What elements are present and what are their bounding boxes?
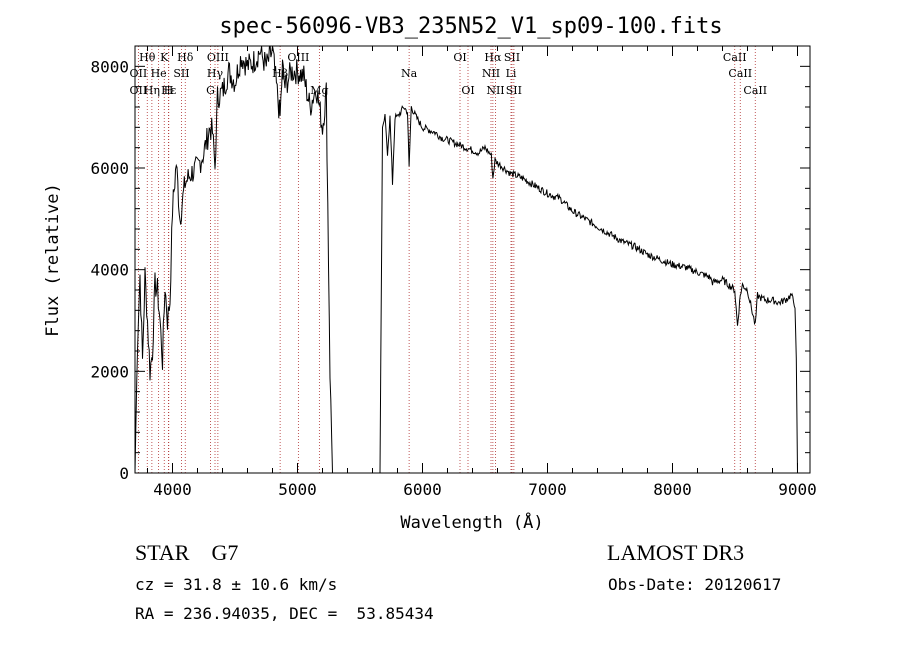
- x-tick-label: 9000: [778, 480, 817, 499]
- flux-series-line: [134, 45, 798, 474]
- observation-date: Obs-Date: 20120617: [608, 575, 782, 594]
- line-marker-label: OI: [461, 84, 474, 97]
- line-marker-label: NII: [486, 84, 504, 97]
- chart-title: spec-56096-VB3_235N52_V1_sp09-100.fits: [219, 14, 722, 39]
- line-marker-label: OIII: [287, 51, 309, 64]
- line-marker-label: OIII: [207, 51, 229, 64]
- x-tick-label: 4000: [153, 480, 192, 499]
- line-marker-label: Li: [506, 67, 517, 80]
- line-marker-label: SII: [506, 84, 522, 97]
- axis-ticks: 4000 5000 6000 7000 8000 9000 0 2000 4000 6000 800…: [90, 46, 817, 499]
- x-tick-label: 5000: [278, 480, 317, 499]
- line-marker-label: Hγ: [207, 67, 224, 80]
- line-marker-label: Hθ: [139, 51, 156, 64]
- line-marker-label: CaII: [723, 51, 747, 64]
- y-tick-label: 2000: [90, 362, 129, 381]
- y-tick-label: 8000: [90, 57, 129, 76]
- line-marker-label: CaII: [743, 84, 767, 97]
- line-marker-label: Hα: [484, 51, 502, 64]
- line-marker-label: Hδ: [177, 51, 194, 64]
- redshift-readout: cz = 31.8 ± 10.6 km/s: [135, 575, 338, 594]
- x-tick-label: 8000: [653, 480, 692, 499]
- line-marker-label: SII: [504, 51, 520, 64]
- x-axis-label: Wavelength (Å): [400, 511, 543, 533]
- y-axis-label: Flux (relative): [43, 183, 63, 337]
- y-tick-label: 6000: [90, 159, 129, 178]
- line-marker-label: Na: [401, 67, 418, 80]
- x-tick-label: 6000: [403, 480, 442, 499]
- line-marker-label: CaII: [728, 67, 752, 80]
- line-marker-label: He: [151, 67, 167, 80]
- x-tick-label: 7000: [528, 480, 567, 499]
- line-marker-label: SII: [173, 67, 189, 80]
- line-marker-label: Hε: [161, 84, 177, 97]
- sky-coordinates: RA = 236.94035, DEC = 53.85434: [135, 604, 434, 623]
- line-marker-label: K: [160, 51, 169, 64]
- y-tick-label: 4000: [90, 261, 129, 280]
- plot-frame: [134, 45, 811, 474]
- line-marker-label: OII: [130, 84, 148, 97]
- line-marker-label: OI: [453, 51, 466, 64]
- line-marker-label: H: [164, 84, 174, 97]
- line-marker-label: NII: [482, 67, 500, 80]
- line-marker-label: OII: [130, 67, 148, 80]
- line-marker-label: G: [206, 84, 215, 97]
- line-marker-label: Hη: [144, 84, 160, 97]
- survey-name: LAMOST DR3: [607, 540, 745, 565]
- y-tick-label: 0: [119, 464, 129, 483]
- object-type: STAR G7: [135, 540, 239, 565]
